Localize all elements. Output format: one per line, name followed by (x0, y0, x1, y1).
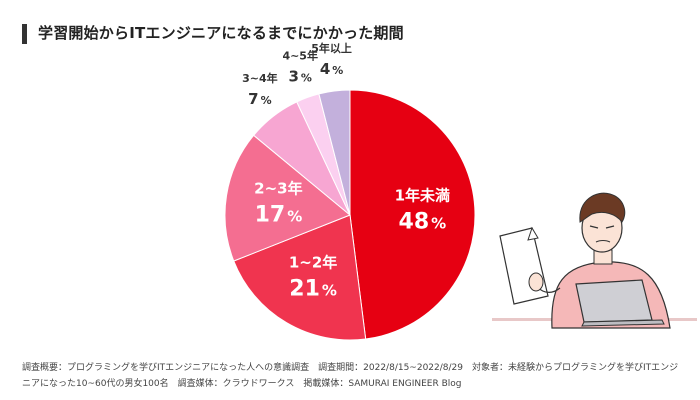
slice-label: 2~3年 (254, 180, 302, 198)
slice-value-label: 3% (288, 68, 311, 86)
slice-label: 3~4年 (242, 71, 278, 85)
title-accent-bar (22, 24, 27, 44)
slice-label: 4~5年 (282, 49, 318, 63)
paper-icon (499, 226, 549, 305)
survey-footnote: 調査概要：プログラミングを学びITエンジニアになった人への意識調査 調査期間：2… (22, 363, 679, 389)
slice-value-label: 17% (255, 203, 303, 228)
slice-value-label: 21% (289, 276, 337, 301)
slice-value-label: 7% (248, 90, 271, 108)
slice-value-label: 48% (399, 209, 447, 234)
slice-label: 1年未満 (395, 186, 450, 204)
pie-slice (233, 214, 367, 341)
slice-value-label: 4% (320, 60, 343, 78)
person-laptop-illustration (492, 192, 697, 329)
laptop-icon (575, 279, 665, 327)
chart-title: 学習開始からITエンジニアになるまでにかかった期間 (38, 24, 404, 42)
pie-slices (224, 89, 476, 341)
slice-label: 5年以上 (311, 41, 352, 55)
pie-labels: 1年未満 48 % 1~2年 21 % 2~3年 17 % 3~4年 7 % 4~5年 3 %5年以上 4% (242, 41, 450, 301)
pie-slice (224, 134, 351, 262)
pie-slice (318, 89, 351, 216)
slice-label: 1~2年 (289, 253, 337, 271)
pie-slice (349, 89, 476, 340)
